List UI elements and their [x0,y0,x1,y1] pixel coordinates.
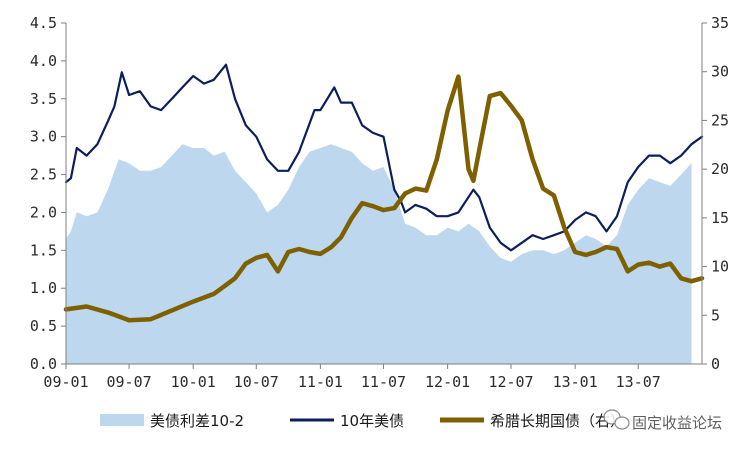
x-tick-label: 13-07 [616,373,661,391]
y-right-tick-label: 35 [711,14,729,32]
y-left-tick-label: 4.5 [30,14,57,32]
y-left-tick-label: 2.0 [30,203,57,221]
x-tick-label: 09-01 [43,373,88,391]
legend-label-spread: 美债利差10-2 [150,412,244,430]
y-right-tick-label: 10 [711,258,729,276]
y-left-tick-label: 0.0 [30,355,57,373]
y-left-tick-label: 2.5 [30,166,57,184]
y-left-tick-label: 1.0 [30,279,57,297]
x-tick-label: 10-07 [234,373,279,391]
y-left-tick-label: 3.5 [30,90,57,108]
plot-area [66,65,702,364]
watermark-text: 固定收益论坛 [632,414,722,432]
x-tick-label: 12-01 [425,373,470,391]
y-right-tick-label: 15 [711,209,729,227]
y-right-tick-label: 25 [711,111,729,129]
legend-swatch-spread [100,414,144,426]
x-tick-label: 10-01 [171,373,216,391]
y-left-tick-label: 4.0 [30,52,57,70]
series-area-spread [66,144,692,364]
legend-label-us10y: 10年美债 [340,412,404,430]
y-right-tick-label: 5 [711,306,720,324]
y-right-tick-label: 30 [711,63,729,81]
x-tick-label: 11-07 [361,373,406,391]
legend: 美债利差10-2 10年美债 希腊长期国债（右） [100,412,625,430]
x-tick-label: 13-01 [553,373,598,391]
y-left-tick-label: 0.5 [30,317,57,335]
y-left-tick-label: 3.0 [30,128,57,146]
x-tick-label: 12-07 [488,373,533,391]
x-tick-label: 11-01 [298,373,343,391]
x-tick-label: 09-07 [106,373,151,391]
y-right-tick-label: 0 [711,355,720,373]
y-right-tick-label: 20 [711,160,729,178]
y-left-tick-label: 1.5 [30,241,57,259]
